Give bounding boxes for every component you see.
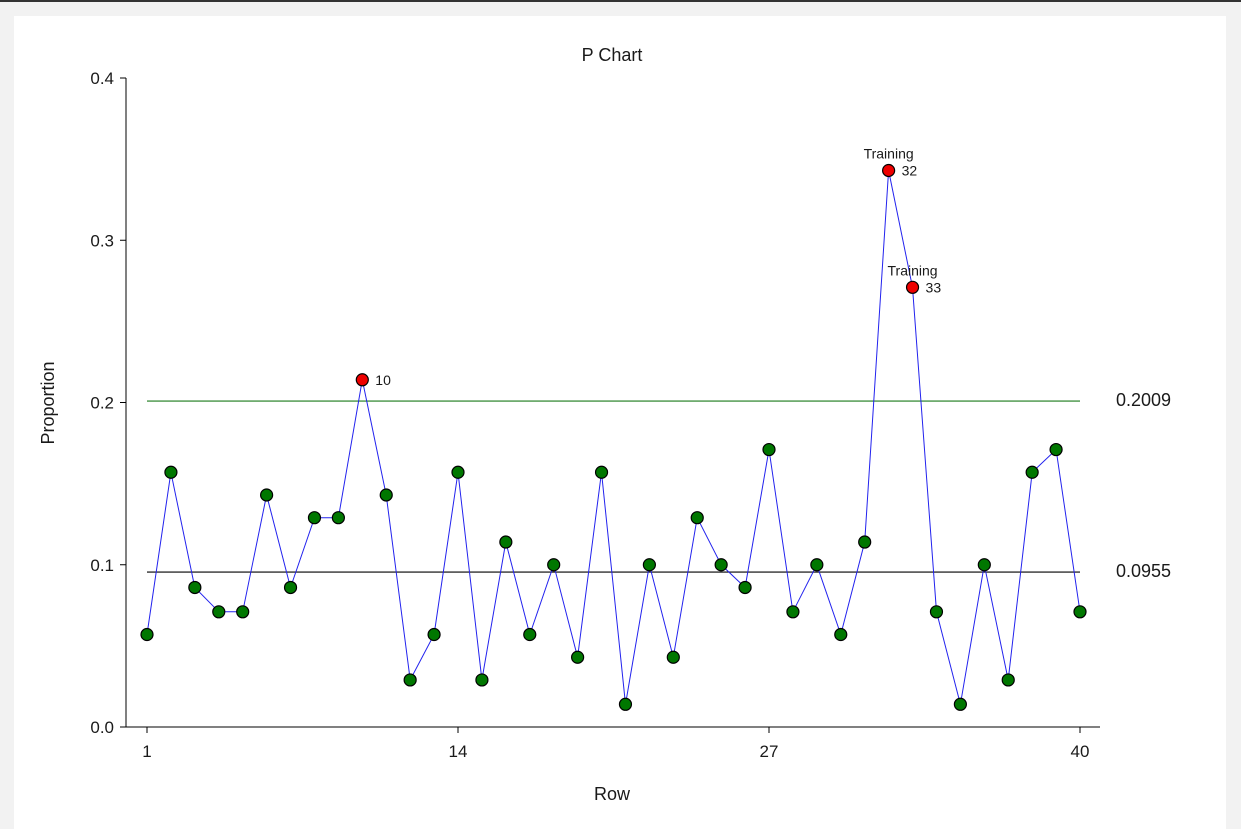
data-point: [953, 697, 967, 711]
x-axis-title: Row: [594, 784, 631, 804]
data-point: [810, 558, 824, 572]
data-point: [858, 535, 872, 549]
data-point: [212, 605, 226, 619]
point-note: Training: [864, 145, 914, 161]
data-point: [834, 627, 848, 642]
data-point: [427, 627, 441, 642]
data-point: [571, 650, 585, 664]
x-tick-label: 27: [760, 742, 779, 761]
y-tick-label: 0.4: [90, 69, 114, 88]
data-point: [786, 605, 800, 619]
data-point: [260, 488, 274, 502]
data-point: [403, 673, 417, 687]
center-line-label: 0.0955: [1116, 561, 1171, 581]
out-of-control-point: [355, 373, 369, 387]
data-point: [164, 465, 178, 479]
out-of-control-point: [882, 163, 896, 178]
data-point: [379, 488, 393, 502]
data-point: [666, 650, 680, 664]
data-point: [188, 580, 202, 595]
y-tick-label: 0.2: [90, 394, 114, 413]
data-point: [714, 558, 728, 572]
y-axis-title: Proportion: [38, 361, 58, 444]
top-border: [0, 0, 1241, 2]
data-point: [762, 442, 776, 457]
chart-title: P Chart: [582, 45, 643, 65]
data-point: [451, 465, 465, 479]
data-point: [929, 605, 944, 619]
point-label: 32: [902, 162, 918, 178]
data-point: [977, 558, 991, 572]
data-point: [307, 511, 322, 525]
y-tick-label: 0.0: [90, 718, 114, 737]
data-point: [140, 627, 154, 642]
x-tick-label: 1: [142, 742, 151, 761]
data-point: [690, 511, 704, 525]
y-tick-label: 0.1: [90, 556, 114, 575]
data-point: [523, 627, 537, 642]
upper-control-limit-label: 0.2009: [1116, 390, 1171, 410]
x-tick-label: 14: [449, 742, 468, 761]
y-tick-label: 0.3: [90, 231, 114, 250]
point-note: Training: [888, 262, 938, 278]
data-point: [618, 697, 633, 711]
point-label: 33: [926, 279, 942, 295]
series-line: [146, 170, 1081, 705]
data-point: [475, 673, 489, 687]
out-of-control-point: [905, 280, 920, 294]
x-tick-label: 40: [1071, 742, 1090, 761]
data-point: [594, 465, 609, 479]
plot-area: 0.00.10.20.30.41 14 27 400.20090.09551032Tr…: [90, 69, 1171, 761]
data-point: [738, 580, 752, 595]
data-point: [499, 535, 513, 549]
data-point: [642, 558, 656, 572]
data-point: [236, 605, 250, 619]
data-point: [331, 511, 345, 525]
data-point: [283, 580, 298, 595]
data-point: [1025, 465, 1039, 479]
data-point: [547, 558, 561, 572]
data-point: [1049, 442, 1063, 457]
point-label: 10: [375, 372, 391, 388]
data-point: [1073, 605, 1087, 619]
chart-panel: [14, 16, 1226, 829]
data-point: [1001, 673, 1015, 687]
